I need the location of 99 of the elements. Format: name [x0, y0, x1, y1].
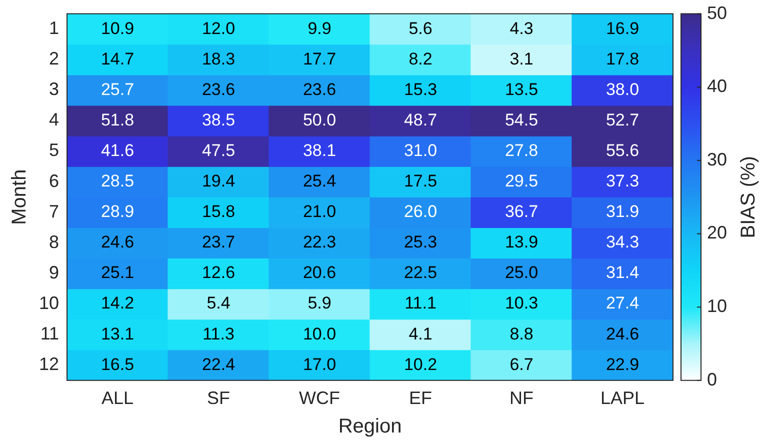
y-tick-label: 7	[49, 201, 60, 222]
data-label: 38.5	[202, 110, 236, 130]
data-label: 12.0	[202, 18, 236, 38]
y-tick-label: 4	[49, 110, 60, 130]
data-label: 4.3	[510, 18, 534, 38]
data-label: 17.8	[606, 49, 640, 68]
data-label: 22.5	[404, 263, 438, 282]
color-bar-title: BIAS (%)	[738, 156, 760, 238]
data-label: 13.9	[504, 232, 538, 252]
color-bar-label: 30	[707, 149, 728, 170]
data-label: 12.6	[202, 263, 236, 282]
y-tick-label: 2	[49, 48, 60, 69]
data-label: 4.1	[408, 324, 432, 344]
data-label: 8.2	[408, 49, 432, 68]
data-label: 24.6	[606, 324, 640, 344]
data-label: 28.5	[100, 172, 134, 191]
data-label: 3.1	[510, 49, 534, 68]
x-tick-label: LAPL	[600, 388, 645, 408]
data-label: 41.6	[100, 140, 134, 160]
data-label: 5.4	[206, 294, 230, 313]
y-tick-label: 10	[38, 292, 60, 313]
data-label: 37.3	[606, 172, 640, 191]
data-label: 25.1	[100, 263, 134, 282]
data-label: 16.5	[100, 354, 134, 374]
y-tick-label: 12	[38, 354, 60, 374]
data-label: 23.6	[302, 80, 336, 99]
data-label: 8.8	[510, 324, 534, 344]
data-label: 38.1	[302, 140, 336, 160]
data-label: 55.6	[606, 140, 640, 160]
y-tick-label: 11	[40, 324, 60, 344]
y-tick-label: 3	[49, 79, 60, 100]
data-label: 17.7	[302, 49, 336, 68]
data-label: 28.9	[100, 202, 134, 222]
data-label: 25.4	[302, 172, 336, 191]
data-label: 22.9	[606, 354, 640, 374]
y-tick-label: 5	[49, 140, 60, 160]
data-label: 51.8	[100, 110, 134, 130]
data-label: 15.8	[202, 202, 236, 222]
x-tick-label: EF	[409, 388, 432, 408]
data-label: 27.8	[504, 140, 538, 160]
data-label: 31.9	[606, 202, 640, 222]
color-bar-label: 10	[707, 296, 728, 316]
data-label: 54.5	[504, 110, 538, 130]
x-tick-label: ALL	[102, 388, 134, 408]
data-label: 14.7	[100, 49, 134, 68]
data-label: 11.1	[404, 294, 436, 313]
data-label: 11.3	[202, 324, 234, 344]
x-axis-title: Region	[338, 416, 402, 438]
data-label: 50.0	[302, 110, 336, 130]
data-label: 6.7	[510, 354, 534, 374]
y-tick-label: 9	[49, 262, 60, 282]
data-label: 29.5	[504, 172, 538, 191]
data-label: 23.7	[202, 232, 236, 252]
data-label: 23.6	[202, 80, 236, 99]
data-label: 10.9	[100, 18, 134, 38]
data-label: 26.0	[404, 202, 438, 222]
data-label: 36.7	[504, 202, 538, 222]
x-tick-label: WCF	[299, 388, 340, 408]
data-label: 5.6	[408, 18, 432, 38]
data-label: 18.3	[202, 49, 236, 68]
data-label: 10.0	[302, 324, 336, 344]
data-label: 17.5	[404, 172, 438, 191]
y-tick-label: 1	[49, 18, 60, 38]
color-bar-label: 40	[707, 76, 728, 96]
data-label: 15.3	[404, 80, 438, 99]
data-label: 38.0	[606, 80, 640, 99]
y-tick-label: 6	[49, 170, 60, 191]
data-label: 22.3	[302, 232, 336, 252]
data-label: 27.4	[606, 294, 640, 313]
y-axis-title: Month	[8, 169, 31, 225]
data-label: 20.6	[302, 263, 336, 282]
x-tick-label: NF	[510, 388, 534, 408]
data-label: 13.1	[100, 324, 134, 344]
data-label: 25.7	[100, 80, 134, 99]
data-label: 22.4	[202, 354, 236, 374]
data-label: 31.4	[606, 263, 640, 282]
data-label: 48.7	[404, 110, 438, 130]
data-label: 19.4	[202, 172, 236, 191]
data-label: 13.5	[504, 80, 538, 99]
data-label: 34.3	[606, 232, 640, 252]
data-label: 17.0	[302, 354, 336, 374]
data-label: 16.9	[606, 18, 640, 38]
data-label: 47.5	[202, 140, 236, 160]
x-tick-label: SF	[207, 388, 230, 408]
data-label: 9.9	[308, 18, 332, 38]
data-label: 31.0	[404, 140, 438, 160]
y-tick-label: 8	[49, 232, 60, 252]
color-bar-label: 50	[707, 2, 728, 23]
data-label: 52.7	[606, 110, 640, 130]
data-label: 10.3	[504, 294, 538, 313]
color-bar-label: 0	[707, 369, 718, 390]
data-label: 10.2	[404, 354, 438, 374]
data-label: 5.9	[308, 294, 332, 313]
data-label: 21.0	[302, 202, 336, 222]
data-label: 24.6	[100, 232, 134, 252]
data-label: 14.2	[100, 294, 134, 313]
data-label: 25.0	[504, 263, 538, 282]
data-label: 25.3	[404, 232, 438, 252]
color-bar-label: 20	[707, 222, 728, 243]
